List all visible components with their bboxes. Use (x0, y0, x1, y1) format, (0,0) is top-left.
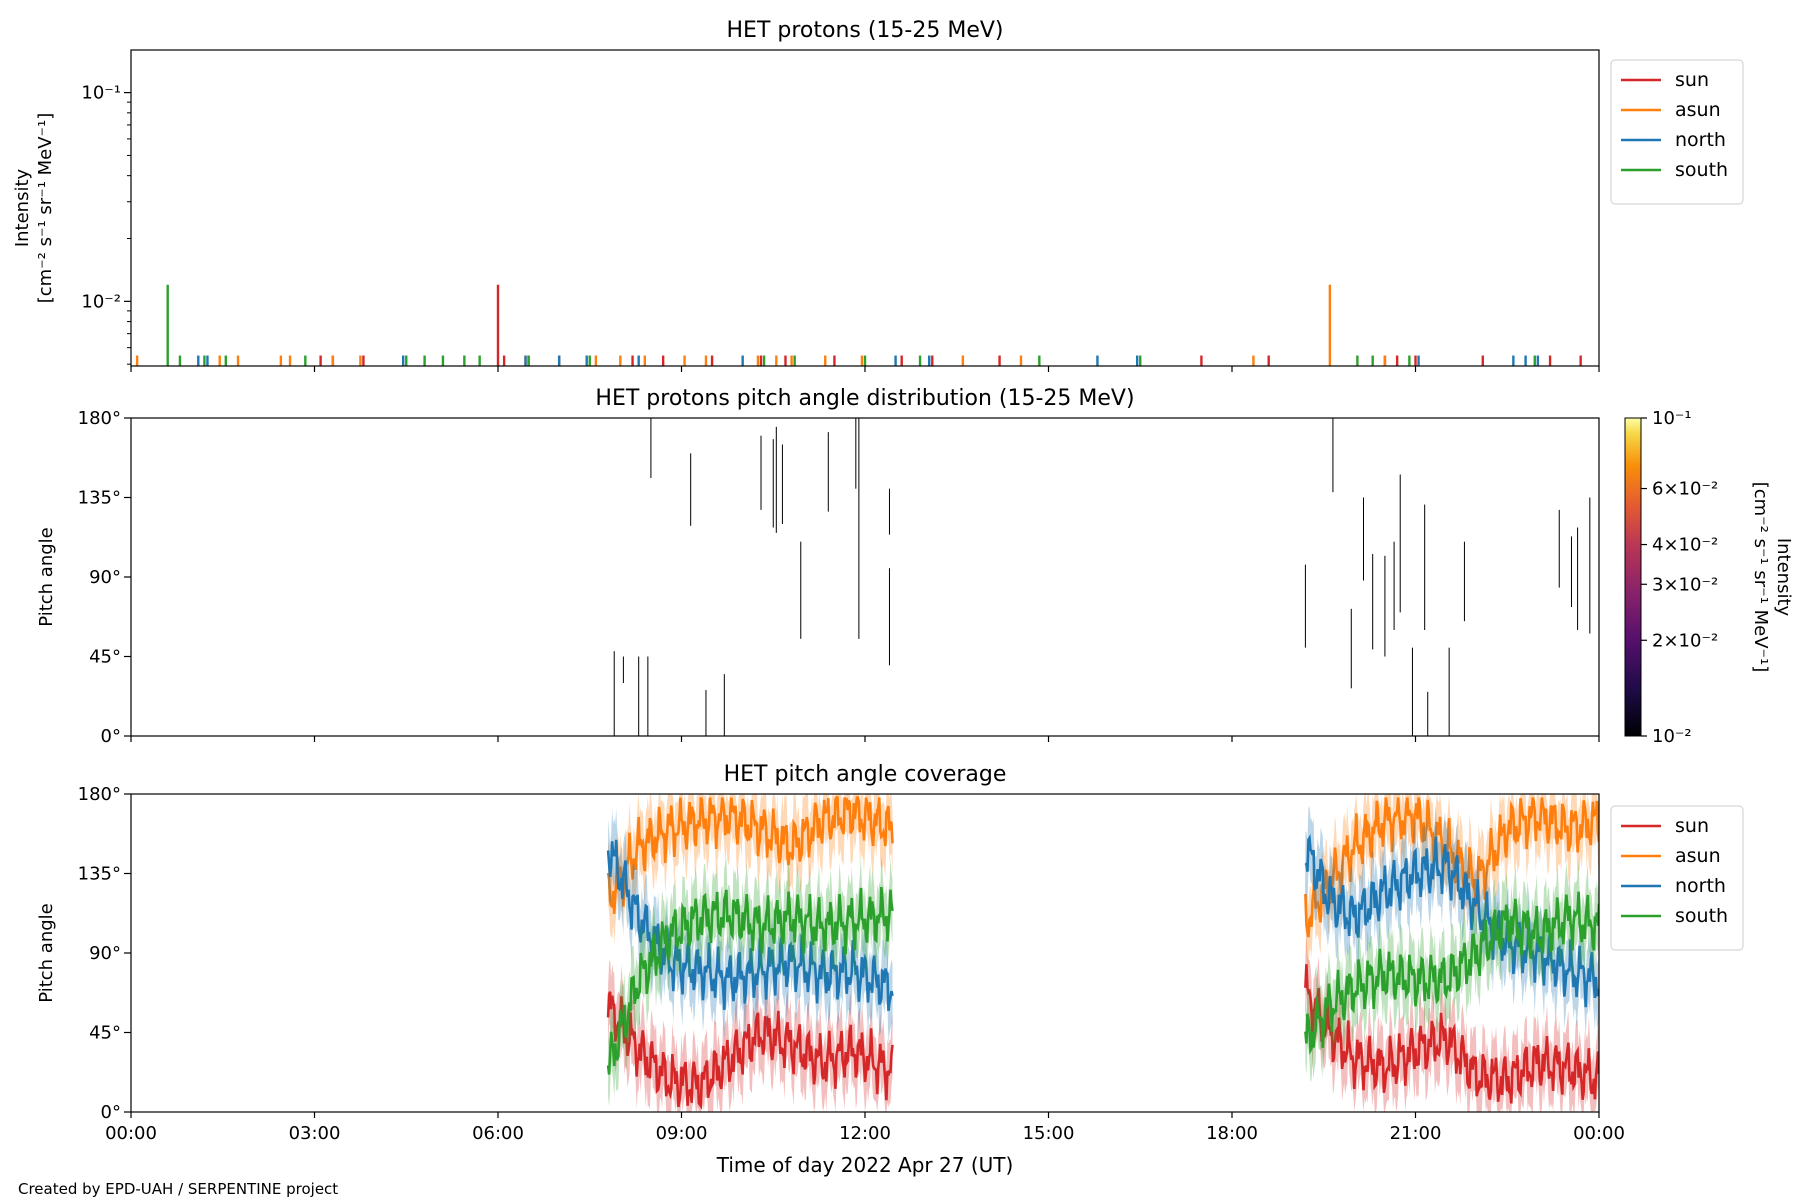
y-tick-label: 180° (78, 784, 121, 805)
panel-coverage: HET pitch angle coverage Pitch angle 180… (36, 762, 1744, 1144)
line-asun (606, 796, 894, 914)
band-sun (1305, 932, 1599, 1112)
legend-box (1610, 805, 1744, 951)
panel-intensity-ylabel: Intensity [cm⁻² s⁻¹ sr⁻¹ MeV⁻¹] (12, 113, 56, 304)
legend-label-north: north (1675, 129, 1726, 151)
colorbar (1624, 417, 1642, 737)
y-tick-label: 135° (78, 864, 121, 885)
panel-intensity: HET protons (15-25 MeV) Intensity [cm⁻² … (12, 18, 1744, 372)
x-axis-label: Time of day 2022 Apr 27 (UT) (716, 1153, 1014, 1177)
colorbar-tick-label: 6×10⁻² (1652, 479, 1718, 500)
panel-pad-ylabel: Pitch angle (36, 527, 57, 626)
colorbar-label-line-2: [cm⁻² s⁻¹ sr⁻¹ MeV⁻¹] (1750, 482, 1771, 673)
panel-pad-title: HET protons pitch angle distribution (15… (595, 386, 1134, 411)
line-south (606, 886, 894, 1075)
panel-coverage-xticks: 00:00 03:00 06:00 09:00 12:00 15:00 18:00 21:00… (105, 1112, 1625, 1144)
legend-intensity: sun asun north south (1610, 59, 1744, 205)
panel-coverage-title: HET pitch angle coverage (724, 762, 1007, 787)
colorbar-tick-label: 2×10⁻² (1652, 630, 1718, 651)
colorbar-tick-label: 10⁻¹ (1652, 408, 1692, 429)
legend-coverage: sun asun north south (1610, 805, 1744, 951)
y-tick-label: 90° (89, 567, 121, 588)
panel-intensity-xticks (130, 366, 1600, 372)
y-tick-label: 0° (101, 1102, 121, 1123)
colorbar-label-line-1: Intensity (1773, 538, 1794, 617)
line-sun (1304, 964, 1599, 1104)
x-tick-label: 00:00 (1573, 1123, 1625, 1144)
x-tick-label: 06:00 (472, 1123, 524, 1144)
panel-intensity-yticks: 10⁻¹ 10⁻² (81, 83, 131, 365)
legend-label-asun: asun (1675, 845, 1721, 867)
x-tick-label: 00:00 (105, 1123, 157, 1144)
ylabel-line-2: [cm⁻² s⁻¹ sr⁻¹ MeV⁻¹] (35, 113, 56, 304)
y-tick-label: 10⁻¹ (81, 83, 121, 104)
panel-intensity-title: HET protons (15-25 MeV) (727, 18, 1004, 43)
colorbar-ticks: 10⁻¹ 6×10⁻² 4×10⁻² 3×10⁻² 2×10⁻² 10⁻² (1641, 408, 1718, 747)
legend-label-sun: sun (1675, 815, 1709, 837)
panel-pad-xticks (130, 736, 1600, 742)
panel-coverage-yticks: 180° 135° 90° 45° 0° (78, 784, 131, 1123)
band-north (1305, 804, 1599, 1040)
legend-label-sun: sun (1675, 69, 1709, 91)
panel-pad-frame (130, 417, 1600, 737)
legend-label-asun: asun (1675, 99, 1721, 121)
x-tick-label: 03:00 (289, 1123, 341, 1144)
ylabel-line-1: Intensity (12, 168, 33, 247)
y-tick-label: 180° (78, 408, 121, 429)
panel-pad-segments (613, 418, 1591, 736)
x-tick-label: 18:00 (1206, 1123, 1258, 1144)
panel-coverage-lines (606, 794, 1599, 1112)
line-asun (1304, 797, 1599, 938)
colorbar-tick-label: 3×10⁻² (1652, 574, 1718, 595)
legend-label-south: south (1675, 159, 1728, 181)
band-north (608, 808, 893, 1043)
x-tick-label: 21:00 (1390, 1123, 1442, 1144)
credit-text: Created by EPD-UAH / SERPENTINE project (18, 1180, 338, 1198)
line-south (1304, 891, 1599, 1056)
x-tick-label: 12:00 (839, 1123, 891, 1144)
colorbar-tick-label: 4×10⁻² (1652, 535, 1718, 556)
y-tick-label: 135° (78, 488, 121, 509)
y-tick-label: 45° (89, 1023, 121, 1044)
colorbar-label: Intensity [cm⁻² s⁻¹ sr⁻¹ MeV⁻¹] (1750, 482, 1794, 673)
band-south (608, 855, 893, 1107)
panel-intensity-frame (130, 49, 1600, 367)
legend-label-north: north (1675, 875, 1726, 897)
x-tick-label: 15:00 (1023, 1123, 1075, 1144)
y-tick-label: 45° (89, 647, 121, 668)
line-sun (606, 991, 894, 1110)
panel-pad: HET protons pitch angle distribution (15… (36, 386, 1794, 747)
x-tick-label: 09:00 (656, 1123, 708, 1144)
colorbar-tick-label: 10⁻² (1652, 726, 1692, 747)
y-tick-label: 10⁻² (81, 291, 121, 312)
line-north (606, 839, 894, 1012)
panel-pad-yticks: 180° 135° 90° 45° 0° (78, 408, 131, 747)
panel-coverage-ylabel: Pitch angle (36, 903, 57, 1002)
y-tick-label: 90° (89, 943, 121, 964)
y-tick-label: 0° (101, 726, 121, 747)
legend-label-south: south (1675, 905, 1728, 927)
panel-intensity-spikes (135, 284, 1582, 366)
legend-box (1610, 59, 1744, 205)
